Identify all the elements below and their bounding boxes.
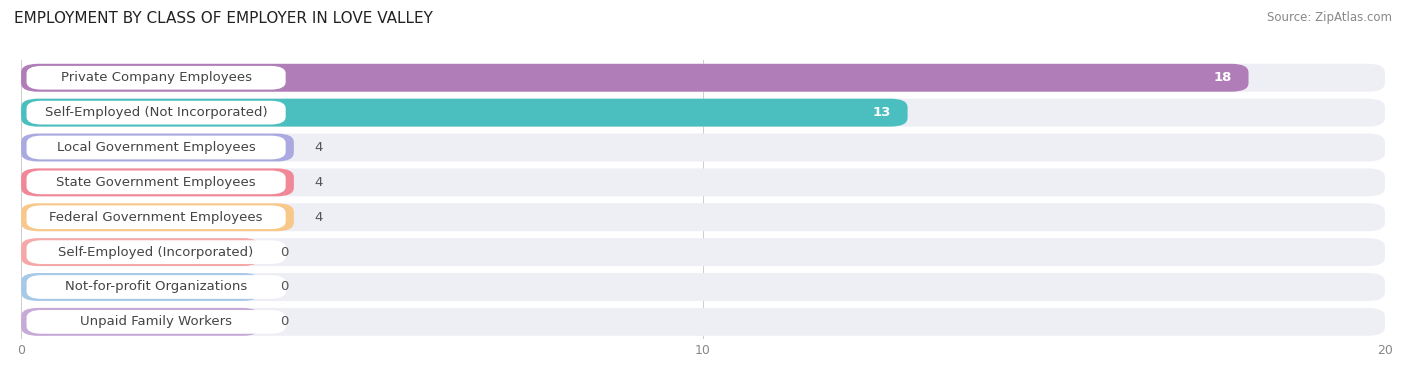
FancyBboxPatch shape xyxy=(27,136,285,159)
Text: 4: 4 xyxy=(315,211,323,224)
Text: Unpaid Family Workers: Unpaid Family Workers xyxy=(80,316,232,328)
FancyBboxPatch shape xyxy=(21,308,260,336)
Text: 4: 4 xyxy=(315,141,323,154)
Text: Self-Employed (Not Incorporated): Self-Employed (Not Incorporated) xyxy=(45,106,267,119)
Text: 4: 4 xyxy=(315,176,323,189)
Text: 0: 0 xyxy=(280,246,288,259)
FancyBboxPatch shape xyxy=(21,64,1385,92)
FancyBboxPatch shape xyxy=(21,308,1385,336)
Text: Federal Government Employees: Federal Government Employees xyxy=(49,211,263,224)
Text: EMPLOYMENT BY CLASS OF EMPLOYER IN LOVE VALLEY: EMPLOYMENT BY CLASS OF EMPLOYER IN LOVE … xyxy=(14,11,433,26)
Text: Self-Employed (Incorporated): Self-Employed (Incorporated) xyxy=(59,246,253,259)
Text: Local Government Employees: Local Government Employees xyxy=(56,141,256,154)
Text: Source: ZipAtlas.com: Source: ZipAtlas.com xyxy=(1267,11,1392,24)
FancyBboxPatch shape xyxy=(27,205,285,229)
Text: Not-for-profit Organizations: Not-for-profit Organizations xyxy=(65,280,247,293)
FancyBboxPatch shape xyxy=(27,170,285,194)
FancyBboxPatch shape xyxy=(27,240,285,264)
FancyBboxPatch shape xyxy=(21,273,1385,301)
FancyBboxPatch shape xyxy=(21,203,294,231)
FancyBboxPatch shape xyxy=(21,133,294,161)
Text: 18: 18 xyxy=(1213,71,1232,84)
Text: 0: 0 xyxy=(280,316,288,328)
FancyBboxPatch shape xyxy=(21,99,908,127)
FancyBboxPatch shape xyxy=(21,238,1385,266)
FancyBboxPatch shape xyxy=(21,64,1249,92)
FancyBboxPatch shape xyxy=(21,169,1385,196)
FancyBboxPatch shape xyxy=(27,101,285,124)
FancyBboxPatch shape xyxy=(21,133,1385,161)
FancyBboxPatch shape xyxy=(27,310,285,334)
FancyBboxPatch shape xyxy=(27,66,285,90)
Text: State Government Employees: State Government Employees xyxy=(56,176,256,189)
Text: 0: 0 xyxy=(280,280,288,293)
Text: Private Company Employees: Private Company Employees xyxy=(60,71,252,84)
FancyBboxPatch shape xyxy=(21,238,260,266)
FancyBboxPatch shape xyxy=(21,203,1385,231)
FancyBboxPatch shape xyxy=(21,169,294,196)
Text: 13: 13 xyxy=(872,106,890,119)
FancyBboxPatch shape xyxy=(21,99,1385,127)
FancyBboxPatch shape xyxy=(27,275,285,299)
FancyBboxPatch shape xyxy=(21,273,260,301)
